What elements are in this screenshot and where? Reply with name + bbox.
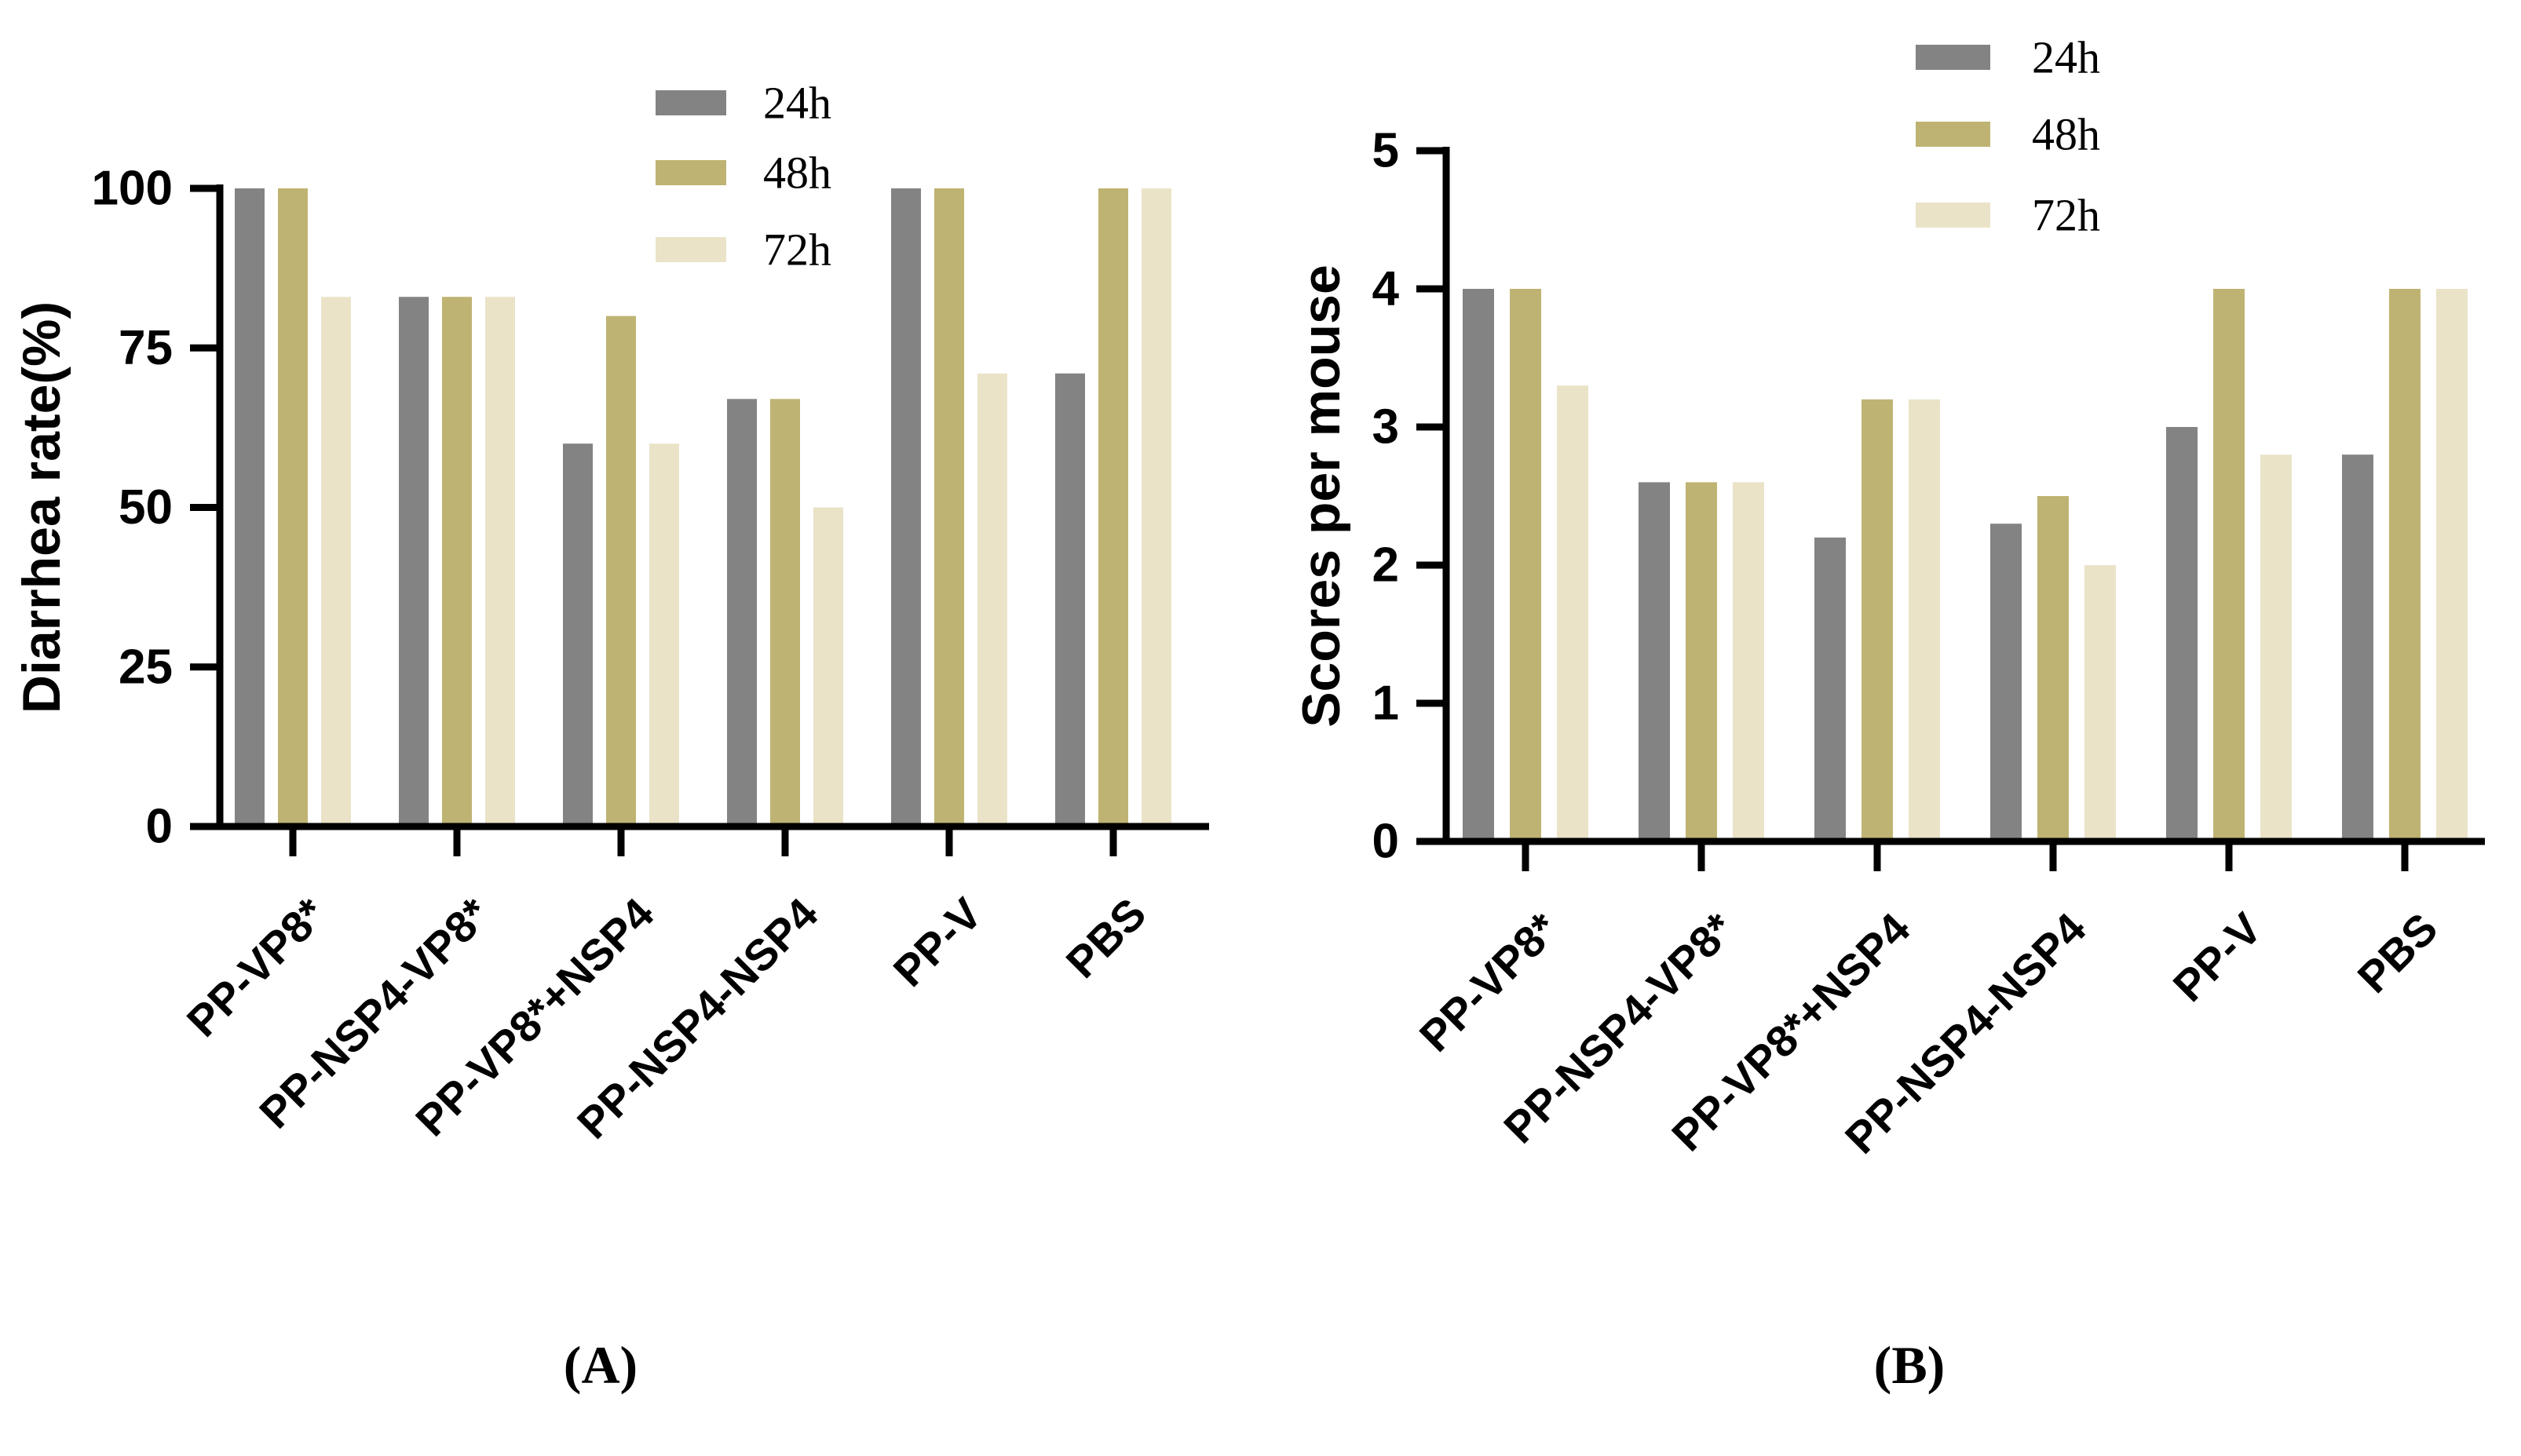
bar-PP-VP8*-72h (321, 297, 351, 827)
legend-swatch-72h (656, 237, 726, 262)
y-axis-title: Diarrhea rate(%) (12, 301, 71, 713)
legend-label-24h: 24h (763, 78, 831, 129)
bar-PP-V-24h (891, 188, 921, 827)
bar-PP-NSP4-NSP4-48h (2037, 496, 2069, 841)
bar-PP-VP8*+NSP4-72h (649, 443, 679, 827)
bar-PP-NSP4-VP8*-48h (442, 297, 472, 827)
y-tick-label: 1 (1372, 677, 1399, 731)
bar-PP-VP8*+NSP4-24h (563, 443, 593, 827)
y-axis-title: Scores per mouse (1292, 265, 1351, 728)
bar-PP-NSP4-VP8*-24h (1639, 482, 1670, 841)
bar-PBS-24h (2342, 454, 2373, 841)
bar-PP-VP8*+NSP4-48h (1862, 399, 1893, 841)
bar-PP-V-48h (2213, 289, 2245, 841)
y-tick-label: 3 (1372, 400, 1399, 454)
bar-PP-NSP4-NSP4-72h (2084, 565, 2116, 841)
bar-PP-VP8*-48h (1510, 289, 1541, 841)
bar-PP-VP8*-24h (235, 188, 265, 827)
y-tick-label: 100 (92, 162, 173, 216)
bar-PBS-48h (2389, 289, 2421, 841)
bar-PP-NSP4-NSP4-24h (1990, 524, 2022, 841)
legend-label-24h: 24h (2032, 32, 2100, 83)
bar-PP-NSP4-NSP4-24h (727, 399, 757, 827)
bar-PP-NSP4-VP8*-72h (485, 297, 515, 827)
bar-PP-VP8*-48h (278, 188, 308, 827)
y-tick-label: 2 (1372, 538, 1399, 593)
legend-label-48h: 48h (763, 148, 831, 199)
bar-PP-V-24h (2166, 427, 2198, 841)
y-tick-label: 4 (1372, 262, 1400, 316)
y-tick-label: 25 (119, 640, 173, 694)
y-tick-label: 50 (119, 480, 173, 535)
legend-label-72h: 72h (763, 224, 831, 276)
bar-PP-V-72h (977, 373, 1007, 827)
bar-PP-NSP4-VP8*-24h (399, 297, 429, 827)
bar-PBS-72h (2436, 289, 2468, 841)
bar-PP-VP8*-72h (1557, 385, 1588, 841)
y-tick-label: 75 (119, 321, 173, 375)
bar-PP-V-48h (934, 188, 964, 827)
legend-label-72h: 72h (2032, 190, 2100, 241)
bar-PP-NSP4-VP8*-48h (1686, 482, 1717, 841)
bar-PP-V-72h (2260, 454, 2292, 841)
bar-PP-NSP4-NSP4-48h (770, 399, 800, 827)
bar-PP-NSP4-NSP4-72h (813, 507, 843, 827)
legend-swatch-72h (1916, 203, 1990, 228)
y-tick-label: 5 (1372, 124, 1399, 178)
caption-panel-b: (B) (1873, 1335, 1946, 1395)
bar-PP-VP8*-24h (1463, 289, 1494, 841)
legend-swatch-48h (1916, 122, 1990, 147)
x-category-label-PP-VP8*: PP-VP8* (1410, 903, 1568, 1061)
x-category-label-PBS: PBS (2348, 903, 2447, 1002)
bar-PP-VP8*+NSP4-24h (1814, 537, 1846, 841)
y-tick-label: 0 (1372, 815, 1399, 869)
caption-panel-a: (A) (563, 1335, 638, 1395)
x-category-label-PP-V: PP-V (2164, 903, 2271, 1011)
legend-swatch-24h (656, 90, 726, 115)
bar-PBS-48h (1098, 188, 1128, 827)
bar-PP-VP8*+NSP4-72h (1909, 399, 1940, 841)
bar-PBS-72h (1142, 188, 1171, 827)
bar-PP-NSP4-VP8*-72h (1733, 482, 1764, 841)
y-tick-label: 0 (146, 800, 173, 854)
legend-swatch-48h (656, 160, 726, 185)
legend-swatch-24h (1916, 45, 1990, 70)
bar-PP-VP8*+NSP4-48h (606, 316, 636, 827)
bar-PBS-24h (1055, 373, 1085, 827)
legend-label-48h: 48h (2032, 109, 2100, 160)
